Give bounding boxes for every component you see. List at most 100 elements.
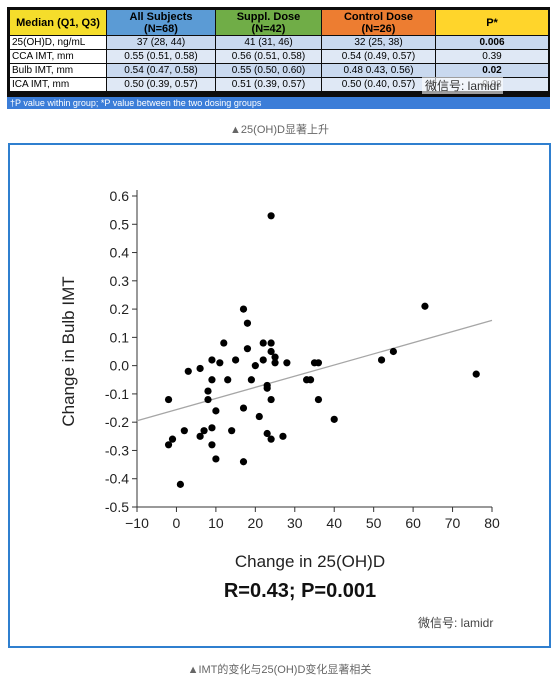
x-tick-label: 40 bbox=[326, 515, 342, 531]
table-row: 25(OH)D, ng/mL 37 (28, 44) 41 (31, 46) 32 (… bbox=[9, 35, 549, 50]
scatter-chart: -0.5 -0.4 -0.3 -0.2 -0.1 0.0 0.1 0.2 0.3 0.4 0.5 0.… bbox=[59, 188, 500, 602]
header-label: Control Dose bbox=[343, 10, 414, 23]
header-label: P* bbox=[486, 16, 498, 29]
data-point bbox=[251, 362, 259, 370]
data-point bbox=[220, 339, 228, 347]
data-point bbox=[204, 387, 212, 395]
data-point bbox=[314, 359, 323, 367]
table-cell: 0.006 bbox=[435, 35, 549, 50]
data-point bbox=[306, 376, 315, 384]
y-tick-label: 0.4 bbox=[110, 245, 130, 261]
x-axis-label: Change in 25(OH)D bbox=[235, 552, 385, 571]
data-point bbox=[208, 356, 216, 364]
data-point bbox=[180, 427, 188, 435]
x-tick-label: 10 bbox=[208, 515, 224, 531]
data-point bbox=[259, 339, 267, 347]
data-point bbox=[267, 212, 275, 220]
data-point bbox=[228, 427, 236, 435]
data-point bbox=[232, 356, 240, 364]
data-point bbox=[389, 347, 397, 356]
header-sublabel: (N=26) bbox=[361, 22, 396, 35]
header-label: All Subjects bbox=[129, 10, 193, 23]
x-tick-label: 70 bbox=[445, 515, 461, 531]
x-tick-label: 0 bbox=[173, 515, 181, 531]
data-point bbox=[196, 432, 204, 440]
table-cell: 0.54 (0.49, 0.57) bbox=[321, 49, 436, 64]
data-point bbox=[204, 395, 212, 404]
data-point bbox=[267, 339, 275, 347]
data-point bbox=[472, 370, 480, 378]
data-point bbox=[267, 395, 275, 404]
data-point bbox=[216, 359, 224, 367]
data-point bbox=[208, 441, 216, 449]
table-header-0: Median (Q1, Q3) bbox=[9, 9, 107, 36]
table-cell: 0.50 (0.39, 0.57) bbox=[106, 77, 216, 92]
y-tick-label: 0.2 bbox=[110, 301, 130, 317]
data-point bbox=[168, 435, 177, 443]
table-cell: 0.56 (0.51, 0.58) bbox=[215, 49, 322, 64]
data-point bbox=[164, 441, 173, 449]
y-tick-label: -0.4 bbox=[105, 471, 129, 487]
data-point bbox=[196, 364, 204, 373]
header-label: Suppl. Dose bbox=[236, 10, 301, 23]
table-header-1: All Subjects (N=68) bbox=[106, 9, 216, 36]
data-point bbox=[224, 376, 232, 384]
y-tick-label: 0.1 bbox=[110, 329, 130, 345]
table-cell: 0.54 (0.47, 0.58) bbox=[106, 63, 216, 78]
data-point bbox=[212, 407, 220, 415]
y-axis-label: Change in Bulb IMT bbox=[59, 276, 78, 426]
table-header-3: Control Dose (N=26) bbox=[321, 9, 436, 36]
table-cell: Bulb IMT, mm bbox=[9, 63, 107, 78]
table-cell: ICA IMT, mm bbox=[9, 77, 107, 92]
table-cell: 0.48 0.43, 0.56) bbox=[321, 63, 436, 78]
table-row: Bulb IMT, mm 0.54 (0.47, 0.58) 0.55 (0.50,… bbox=[9, 63, 549, 78]
table-footnote: †P value within group; *P value between … bbox=[7, 97, 550, 109]
scatter-chart-frame: -0.5 -0.4 -0.3 -0.2 -0.1 0.0 0.1 0.2 0.3 0.4 0.5 0.… bbox=[8, 143, 551, 648]
y-tick-label: 0.0 bbox=[110, 358, 130, 374]
data-point bbox=[263, 381, 271, 390]
table-cell: 0.50 (0.40, 0.57) bbox=[321, 77, 436, 92]
table-cell: CCA IMT, mm bbox=[9, 49, 107, 64]
data-point bbox=[314, 395, 323, 404]
table-cell: 25(OH)D, ng/mL bbox=[9, 35, 107, 50]
data-point bbox=[243, 345, 252, 353]
data-point bbox=[377, 356, 386, 364]
y-tick-label: -0.1 bbox=[105, 386, 129, 402]
wechat-watermark-chart: 微信号: lamidr bbox=[418, 616, 494, 630]
x-tick-label: 60 bbox=[405, 515, 421, 531]
table-cell: 41 (31, 46) bbox=[215, 35, 322, 50]
x-tick-label: −10 bbox=[125, 515, 149, 531]
table-row: CCA IMT, mm 0.55 (0.51, 0.58) 0.56 (0.51, … bbox=[9, 49, 549, 64]
x-tick-label: 80 bbox=[484, 515, 500, 531]
data-point bbox=[239, 458, 248, 466]
data-point bbox=[421, 302, 429, 310]
table-cell: 32 (25, 38) bbox=[321, 35, 436, 50]
data-point bbox=[176, 480, 184, 488]
table-cell: 0.55 (0.50, 0.60) bbox=[215, 63, 322, 78]
data-point bbox=[200, 427, 208, 435]
data-point bbox=[212, 455, 220, 463]
stat-annotation: R=0.43; P=0.001 bbox=[224, 580, 376, 602]
table-cell: 37 (28, 44) bbox=[106, 35, 216, 50]
data-point bbox=[247, 376, 255, 384]
data-point bbox=[263, 429, 271, 438]
y-tick-label: 0.3 bbox=[110, 273, 130, 289]
regression-line bbox=[136, 319, 493, 422]
data-point bbox=[283, 359, 291, 367]
data-point bbox=[259, 356, 267, 364]
caption-top: ▲25(OH)D显著上升 bbox=[230, 124, 329, 136]
y-tick-label: 0.5 bbox=[110, 216, 130, 232]
data-point bbox=[239, 404, 248, 412]
table-header-4: P* bbox=[435, 9, 549, 36]
table-header-row: Median (Q1, Q3) All Subjects (N=68) Suppl. … bbox=[9, 9, 549, 36]
y-tick-label: -0.2 bbox=[105, 414, 129, 430]
table-cell: 0.39 bbox=[435, 49, 549, 64]
data-point bbox=[271, 353, 279, 361]
x-tick-label: 20 bbox=[248, 515, 264, 531]
data-point bbox=[208, 424, 216, 432]
table-cell: 0.51 (0.39, 0.57) bbox=[215, 77, 322, 92]
header-sublabel: (N=42) bbox=[251, 22, 286, 35]
data-point bbox=[184, 367, 192, 375]
caption-bottom: ▲IMT的变化与25(OH)D变化显著相关 bbox=[187, 664, 372, 676]
header-label: Median (Q1, Q3) bbox=[16, 16, 100, 29]
